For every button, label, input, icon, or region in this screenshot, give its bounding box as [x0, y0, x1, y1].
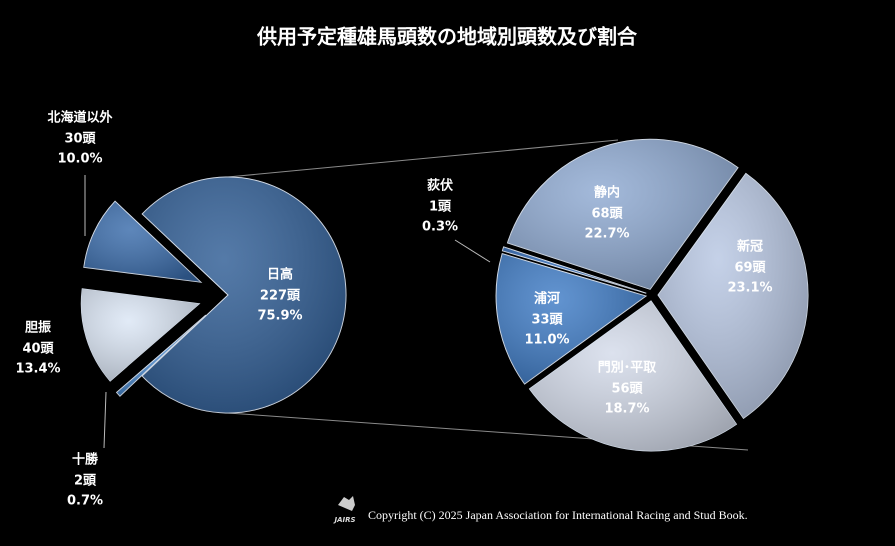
- slice-category: 新冠: [737, 239, 763, 255]
- slice-category: 胆振: [25, 320, 51, 336]
- slice-value-label: 1頭: [429, 200, 452, 215]
- slice-category: 静内: [594, 185, 620, 201]
- pie-slice: [141, 176, 347, 414]
- slice-percent-label: 75.9%: [257, 309, 302, 324]
- slice-value-label: 2頭: [74, 474, 97, 489]
- slice-percent-label: 0.3%: [422, 220, 458, 235]
- slice-value-label: 227頭: [260, 289, 301, 304]
- leader-line: [103, 391, 107, 449]
- copyright: Copyright (C) 2025 Japan Association for…: [368, 508, 748, 522]
- slice-percent-label: 18.7%: [604, 402, 649, 417]
- slice-percent-label: 13.4%: [15, 362, 60, 377]
- slice-value-label: 33頭: [531, 313, 563, 328]
- slice-category: 十勝: [72, 452, 99, 468]
- chart-title: 供用予定種雄馬頭数の地域別頭数及び割合: [256, 25, 638, 49]
- slice-percent-label: 23.1%: [727, 281, 772, 296]
- slice-percent-label: 10.0%: [57, 152, 102, 167]
- slice-percent-label: 22.7%: [584, 227, 629, 242]
- logo-text: JAIRS: [332, 516, 355, 524]
- slice-category: 北海道以外: [47, 110, 112, 126]
- slice-value-label: 56頭: [611, 382, 643, 397]
- logo-icon: [338, 496, 355, 511]
- slice-category: 荻伏: [427, 178, 453, 194]
- slice-percent-label: 11.0%: [524, 333, 569, 348]
- slice-value-label: 40頭: [22, 342, 54, 357]
- slice-percent-label: 0.7%: [67, 494, 103, 509]
- slice-category: 日高: [267, 267, 293, 283]
- leader-line: [454, 239, 491, 263]
- slice-value-label: 30頭: [64, 132, 96, 147]
- slice-value-label: 69頭: [734, 261, 766, 276]
- footer: JAIRS Copyright (C) 2025 Japan Associati…: [332, 496, 748, 524]
- pies: 日高 227頭 75.9% 十勝 2頭 0.7% 胆振 40頭 13.4% 北海道以外 30頭 10.…: [15, 110, 809, 509]
- slice-category: 門別･平取: [598, 361, 658, 376]
- slice-category: 浦河: [534, 291, 560, 307]
- slice-value-label: 68頭: [591, 207, 623, 222]
